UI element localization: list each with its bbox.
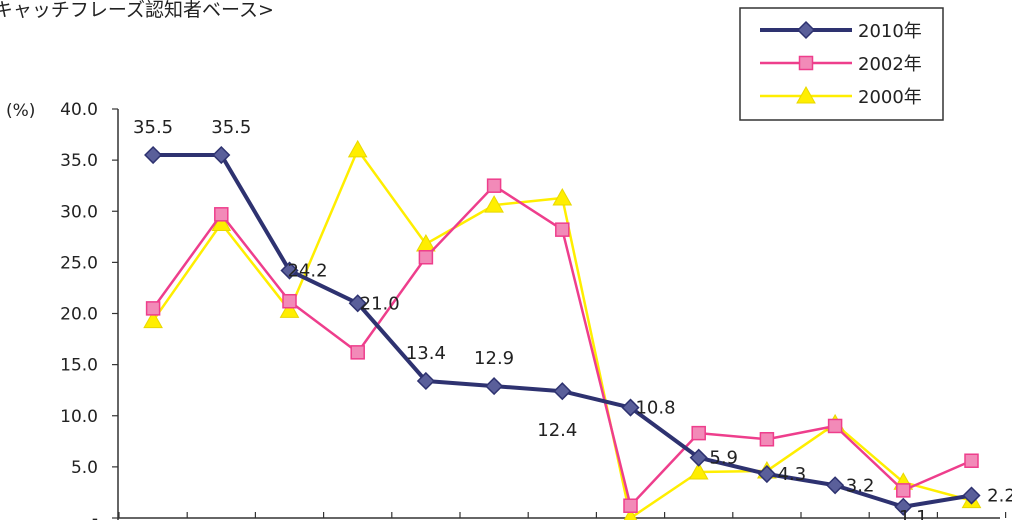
data-point-2010年 <box>962 486 981 505</box>
data-point-2010年 <box>144 145 163 165</box>
legend-label: 2000年 <box>858 87 922 108</box>
data-point-2010年 <box>894 497 913 516</box>
y-axis-unit-label: (%) <box>6 101 35 121</box>
data-point-2002年 <box>759 432 775 447</box>
data-label: 35.5 <box>133 117 173 138</box>
data-point-2000年 <box>347 139 368 158</box>
legend-marker <box>796 20 816 40</box>
data-point-2010年 <box>416 371 435 391</box>
data-label: 3.2 <box>846 475 875 496</box>
data-point-2002年 <box>350 345 365 360</box>
legend-marker <box>796 85 816 104</box>
data-point-2000年 <box>688 461 709 480</box>
data-point-2000年 <box>279 300 300 318</box>
y-tick-label: 10.0 <box>60 407 98 427</box>
y-tick-label: - <box>92 509 98 520</box>
data-label: 13.4 <box>406 343 446 364</box>
data-point-2002年 <box>896 483 911 498</box>
data-point-2010年 <box>757 464 776 484</box>
data-point-2002年 <box>214 207 229 222</box>
legend: 2010年 2002年 2000年 <box>760 20 922 108</box>
data-point-2002年 <box>418 250 434 265</box>
data-point-2010年 <box>212 145 231 165</box>
data-point-2010年 <box>689 448 708 467</box>
legend-label: 2010年 <box>858 21 922 42</box>
legend-marker <box>798 55 814 71</box>
data-point-2010年 <box>553 382 572 401</box>
data-point-2000年 <box>623 507 638 520</box>
y-tick-label: 40.0 <box>60 100 98 120</box>
legend-label: 2002年 <box>858 54 922 75</box>
y-tick-label: 20.0 <box>60 305 98 325</box>
data-point-2000年 <box>143 310 163 329</box>
data-point-2000年 <box>484 195 504 213</box>
data-point-2002年 <box>145 301 161 316</box>
y-tick-label: 25.0 <box>60 253 98 273</box>
data-point-2002年 <box>555 222 570 237</box>
plot-area: 40.0 35.0 30.0 25.0 20.0 15.0 10.0 5.0 - 35.5 35.5… <box>60 100 1012 520</box>
data-point-2002年 <box>827 418 843 434</box>
data-label: 1.1 <box>899 507 928 520</box>
data-point-2010年 <box>826 476 845 495</box>
data-point-2010年 <box>485 377 504 396</box>
data-label: 2.2 <box>987 486 1012 507</box>
series-line-2010年 <box>153 153 972 509</box>
data-point-2002年 <box>964 453 979 468</box>
data-point-2010年 <box>348 294 367 313</box>
y-tick-label: 30.0 <box>60 202 98 222</box>
data-point-2002年 <box>282 293 297 309</box>
data-point-2002年 <box>691 425 706 441</box>
data-label: 12.9 <box>474 348 514 369</box>
data-label: 24.2 <box>287 261 327 282</box>
y-tick-label: 15.0 <box>60 356 98 376</box>
y-tick-label: 35.0 <box>60 151 98 171</box>
data-point-2002年 <box>623 498 638 513</box>
data-point-2002年 <box>486 178 502 193</box>
data-point-2010年 <box>621 398 640 417</box>
data-label: 21.0 <box>360 293 400 314</box>
data-label: 4.3 <box>778 464 807 485</box>
y-tick-label: 5.0 <box>71 458 98 478</box>
data-label: 12.4 <box>537 420 577 441</box>
data-point-2000年 <box>552 187 573 206</box>
data-point-2010年 <box>280 261 299 280</box>
data-label: 35.5 <box>211 117 251 138</box>
data-label: 10.8 <box>635 398 675 419</box>
data-label: 5.9 <box>709 448 738 469</box>
chart-heading: <キャッチフレーズ認知者ベース> <box>0 0 274 21</box>
